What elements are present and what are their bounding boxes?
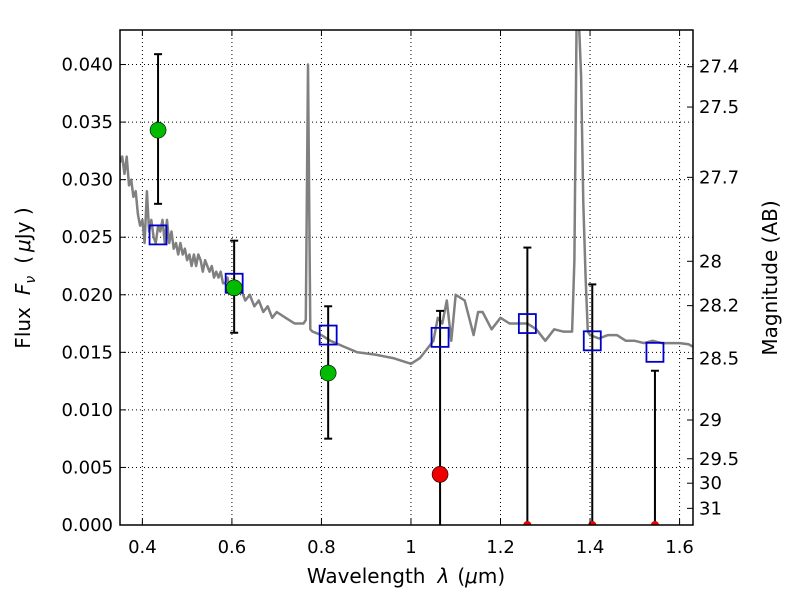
y2-axis: 27.4 27.5 27.7 28 28.2 28.5 29 29.5 30 31: [687, 57, 739, 519]
y2-axis-label: Magnitude (AB): [758, 200, 782, 355]
x-tick-label: 0.4: [128, 537, 157, 558]
y-axis-label: FluxFν(μJy ): [11, 207, 39, 348]
detection-point: [319, 364, 337, 382]
upper-limit-points: [431, 466, 659, 525]
y2-tick-label: 29.5: [699, 449, 739, 470]
detection-point: [149, 121, 167, 139]
y-tick-label: 0.020: [61, 285, 113, 306]
model-point: [582, 330, 602, 352]
model-point: [430, 326, 450, 348]
detection-point: [225, 279, 243, 297]
model-point: [517, 313, 537, 334]
model-point: [645, 341, 665, 363]
upper-limit-point: [523, 521, 532, 525]
x-tick-label: 1: [405, 537, 416, 558]
y-tick-label: 0.010: [61, 400, 113, 421]
plot-frame: [119, 29, 694, 526]
y-tick-label: 0.035: [61, 112, 113, 133]
y-axis: 0.000 0.005 0.010 0.015 0.020 0.025 0.030 0.035…: [61, 55, 126, 536]
model-point: [318, 324, 338, 346]
upper-limit-point: [431, 466, 449, 483]
y-tick-label: 0.030: [61, 170, 113, 191]
detection-points: [149, 121, 337, 382]
x-tick-label: 0.8: [307, 537, 336, 558]
x-tick-label: 1.4: [576, 537, 605, 558]
y-tick-label: 0.040: [61, 55, 113, 76]
spectrum-line: [120, 30, 693, 366]
x-axis-label: Wavelength λ (μm): [307, 564, 505, 588]
y2-tick-label: 30: [699, 473, 722, 494]
plot-area: [120, 30, 693, 525]
grid-lines: [120, 30, 693, 526]
y-tick-label: 0.025: [61, 227, 113, 248]
y-tick-label: 0.015: [61, 342, 113, 363]
error-bars: [154, 53, 659, 525]
model-point: [148, 224, 168, 246]
y2-tick-label: 29: [699, 410, 722, 431]
x-tick-label: 1.2: [486, 537, 515, 558]
y2-tick-label: 28.5: [699, 349, 739, 370]
y-tick-label: 0.000: [61, 515, 113, 536]
y-tick-label: 0.005: [61, 457, 113, 478]
y2-tick-label: 31: [699, 498, 722, 519]
y2-tick-label: 28: [699, 251, 722, 272]
y2-tick-label: 27.7: [699, 167, 739, 188]
y2-tick-label: 27.4: [699, 57, 739, 78]
upper-limit-point: [650, 521, 659, 525]
y2-tick-label: 27.5: [699, 97, 739, 118]
x-tick-label: 1.6: [665, 537, 694, 558]
x-tick-label: 0.6: [218, 537, 247, 558]
y2-tick-label: 28.2: [699, 296, 739, 317]
x-axis: 0.4 0.6 0.8 1 1.2 1.4 1.6: [128, 30, 694, 558]
